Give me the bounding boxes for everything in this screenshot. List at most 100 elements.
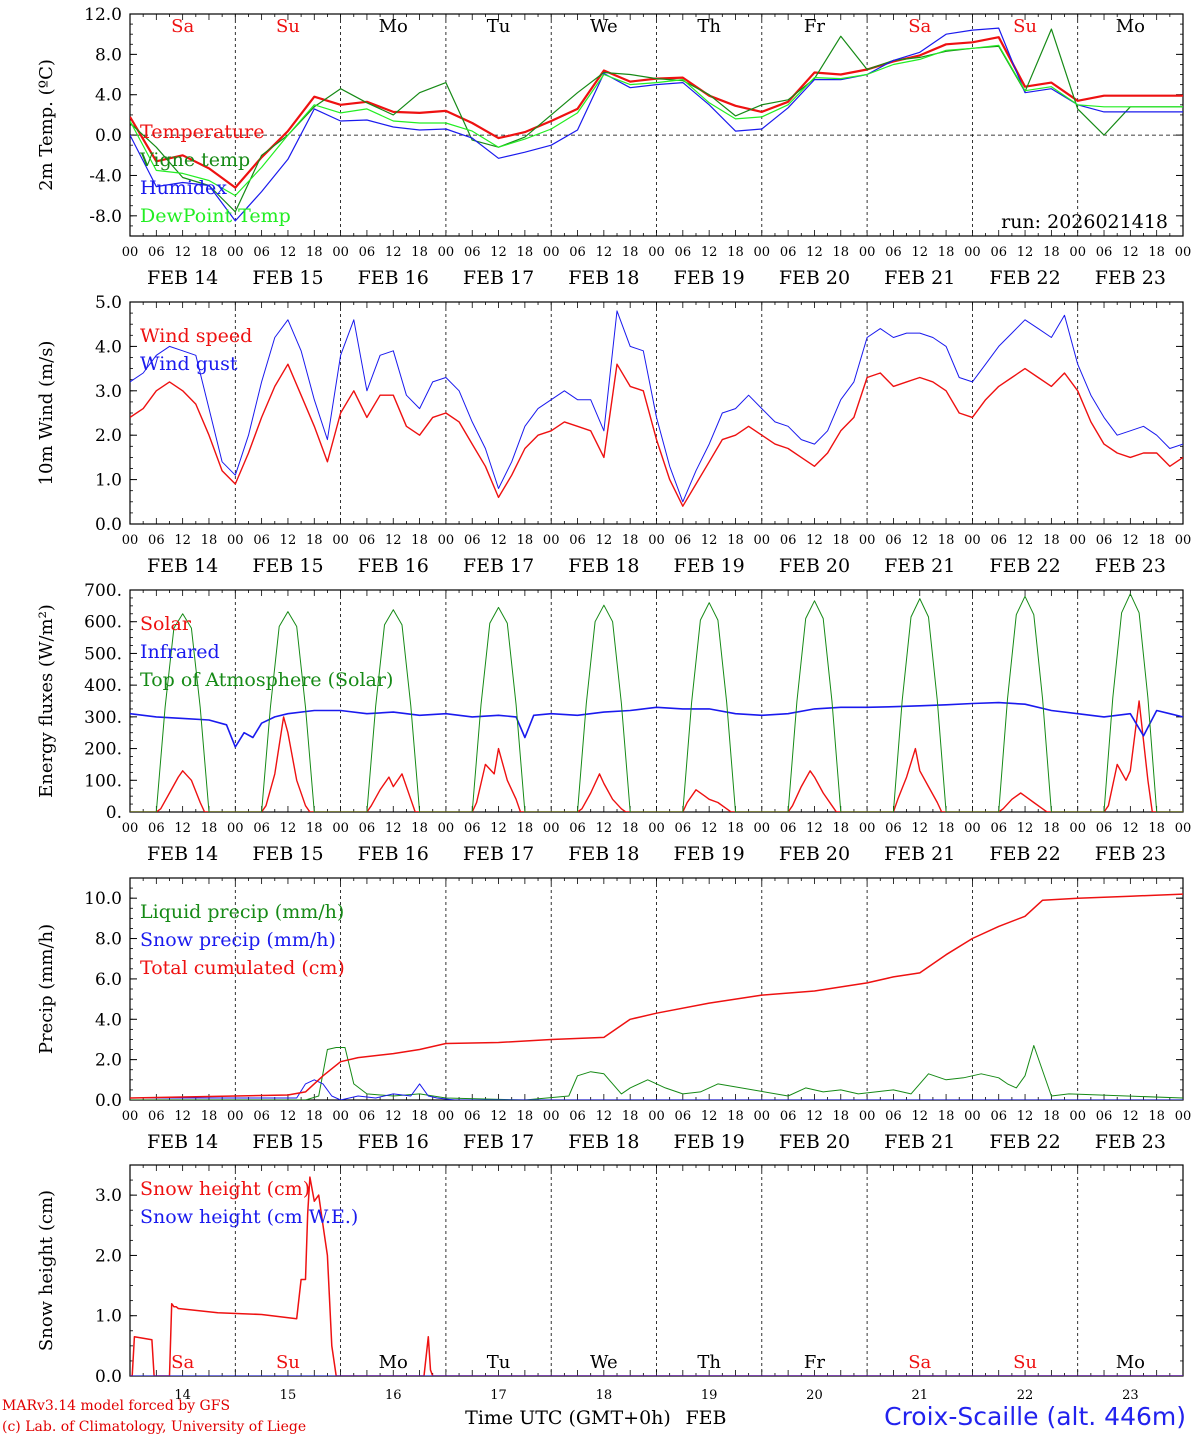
series-line-snow-precip-mm-h — [130, 1079, 1183, 1100]
hour-tick-label: 12 — [596, 245, 613, 260]
hour-tick-label: 12 — [1122, 821, 1139, 836]
hour-tick-label: 06 — [885, 1109, 902, 1124]
hour-tick-label: 06 — [675, 821, 692, 836]
hour-tick-label: 06 — [148, 1109, 165, 1124]
day-of-week-label: Sa — [908, 16, 931, 37]
hour-tick-label: 18 — [833, 533, 850, 548]
legend-entry: DewPoint Temp — [140, 205, 291, 227]
y-tick-label: 8.0 — [95, 930, 122, 950]
day-number-label: 21 — [911, 1388, 928, 1403]
hour-tick-label: 00 — [438, 821, 455, 836]
date-label: FEB 14 — [147, 555, 218, 577]
date-label: FEB 20 — [779, 843, 850, 865]
hour-tick-label: 00 — [859, 1109, 876, 1124]
hour-tick-label: 00 — [964, 533, 981, 548]
date-label: FEB 21 — [884, 843, 955, 865]
day-of-week-label: Fr — [804, 16, 825, 37]
hour-tick-label: 18 — [411, 245, 428, 260]
legend-entry: Wind gust — [140, 353, 238, 375]
y-tick-label: 600. — [84, 613, 122, 633]
hour-tick-label: 12 — [1017, 533, 1034, 548]
hour-tick-label: 12 — [280, 245, 297, 260]
series-line-humidex — [130, 27, 1183, 222]
series-group — [130, 1176, 1183, 1376]
hour-tick-label: 12 — [911, 245, 928, 260]
day-of-week-label: Mo — [1116, 1352, 1145, 1373]
hour-tick-label: 00 — [332, 533, 349, 548]
hour-tick-label: 18 — [201, 245, 218, 260]
hour-tick-label: 18 — [1148, 1109, 1165, 1124]
legend-entry: Liquid precip (mm/h) — [140, 901, 344, 923]
day-of-week-label: Mo — [1116, 16, 1145, 37]
series-line-infrared — [130, 701, 1183, 748]
hour-tick-label: 18 — [622, 821, 639, 836]
hour-tick-label: 18 — [938, 821, 955, 836]
hour-tick-label: 06 — [148, 821, 165, 836]
hour-tick-label: 12 — [280, 821, 297, 836]
hour-tick-label: 00 — [122, 1109, 139, 1124]
day-number-label: 22 — [1017, 1388, 1034, 1403]
day-number-label: 19 — [701, 1388, 718, 1403]
hour-tick-label: 12 — [174, 533, 191, 548]
hour-tick-label: 06 — [1096, 533, 1113, 548]
y-axis-label: Energy fluxes (W/m²) — [36, 604, 57, 798]
hour-tick-label: 18 — [411, 1109, 428, 1124]
hour-tick-label: 12 — [1122, 533, 1139, 548]
hour-tick-label: 00 — [754, 533, 771, 548]
hour-tick-label: 12 — [490, 821, 507, 836]
lab-credit: (c) Lab. of Climatology, University of L… — [2, 1419, 307, 1435]
legend-entry: Solar — [140, 613, 192, 635]
hour-tick-label: 06 — [464, 1109, 481, 1124]
date-label: FEB 16 — [358, 1131, 429, 1153]
day-number-label: 16 — [385, 1388, 402, 1403]
series-line-dewpoint-temp — [130, 44, 1183, 197]
y-tick-label: 3.0 — [95, 382, 122, 402]
hour-tick-label: 00 — [1175, 821, 1192, 836]
month-label: FEB — [685, 1407, 726, 1429]
hour-tick-label: 00 — [1069, 245, 1086, 260]
hour-tick-label: 12 — [1017, 821, 1034, 836]
hour-tick-label: 00 — [227, 1109, 244, 1124]
hour-tick-label: 18 — [1043, 245, 1060, 260]
hour-tick-label: 12 — [911, 821, 928, 836]
date-label: FEB 16 — [358, 843, 429, 865]
hour-tick-label: 00 — [438, 1109, 455, 1124]
hour-tick-label: 18 — [833, 245, 850, 260]
hour-tick-label: 00 — [227, 245, 244, 260]
date-label: FEB 15 — [252, 1131, 323, 1153]
date-label: FEB 22 — [989, 1131, 1060, 1153]
hour-tick-label: 12 — [806, 1109, 823, 1124]
hour-tick-label: 00 — [754, 821, 771, 836]
hour-tick-label: 00 — [859, 821, 876, 836]
hour-tick-label: 12 — [280, 533, 297, 548]
date-label: FEB 19 — [674, 1131, 745, 1153]
hour-tick-label: 12 — [490, 533, 507, 548]
date-label: FEB 15 — [252, 555, 323, 577]
series-line-solar — [130, 700, 1183, 812]
day-number-label: 23 — [1122, 1388, 1139, 1403]
date-label: FEB 18 — [568, 267, 639, 289]
y-tick-label: 2.0 — [95, 426, 122, 446]
hour-tick-label: 12 — [701, 245, 718, 260]
hour-tick-label: 18 — [938, 533, 955, 548]
date-label: FEB 21 — [884, 267, 955, 289]
series-group — [130, 593, 1183, 812]
day-of-week-label: Sa — [908, 1352, 931, 1373]
hour-tick-label: 18 — [1148, 245, 1165, 260]
date-label: FEB 21 — [884, 1131, 955, 1153]
hour-tick-label: 12 — [911, 533, 928, 548]
series-line-wind-gust — [130, 310, 1183, 503]
hour-tick-label: 06 — [885, 533, 902, 548]
hour-tick-label: 12 — [174, 821, 191, 836]
hour-tick-label: 12 — [1017, 1109, 1034, 1124]
date-label: FEB 23 — [1095, 267, 1166, 289]
y-tick-label: 5.0 — [95, 293, 122, 313]
panel-wind: 0.0 1.0 2.0 3.0 4.0 5.0 10m Wind (m/s) 00 06 12 18… — [36, 293, 1191, 577]
hour-tick-label: 06 — [780, 245, 797, 260]
hour-tick-label: 00 — [964, 245, 981, 260]
hour-tick-label: 00 — [859, 245, 876, 260]
hour-tick-label: 00 — [1175, 245, 1192, 260]
panel-precip: 0.0 2.0 4.0 6.0 8.0 10.0 Precip (mm/h) 00 06 12 18… — [36, 877, 1191, 1153]
date-label: FEB 14 — [147, 267, 218, 289]
series-line-top-of-atmosphere-solar — [130, 593, 1183, 812]
